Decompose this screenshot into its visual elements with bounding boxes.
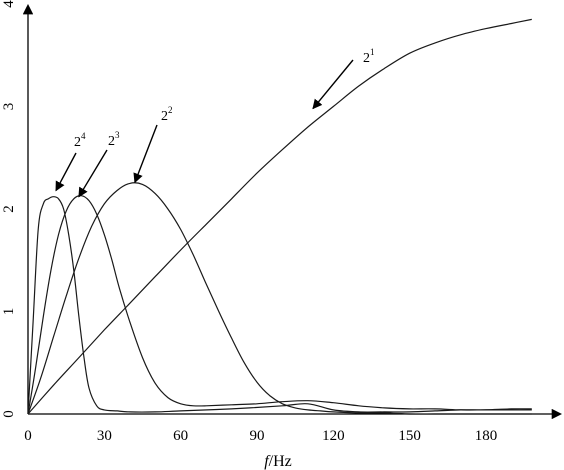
series-line-3 [27,195,532,415]
annotation-arrow [55,152,77,192]
annotation-arrow [133,124,158,184]
x-tick-label: 0 [24,428,32,444]
x-tick-label: 180 [475,428,498,444]
x-tick-label: 120 [322,428,345,444]
x-tick-label: 150 [398,428,421,444]
annotation-exponent: 1 [370,47,375,57]
annotation-label: 21 [363,47,375,66]
y-tick-label: 3 [1,103,17,111]
x-tick-label: 30 [97,428,112,444]
series-lines [27,18,532,415]
y-tick-label: 2 [1,205,17,213]
series-line-1 [27,18,532,415]
y-tick-label: 4 [1,0,17,8]
annotation-base: 2 [108,134,115,149]
annotation-base: 2 [74,135,81,150]
annotation-exponent: 2 [168,105,173,115]
x-tick-labels: 0 30 60 90 120 150 180 [24,428,497,444]
series-line-2 [27,182,532,415]
annotation-4: 24 [55,131,86,192]
x-tick-label: 60 [173,428,188,444]
y-tick-labels: 0 1 2 3 4 [1,0,17,418]
annotation-2: 22 [133,105,173,184]
annotation-exponent: 4 [81,131,86,141]
annotation-arrow [312,59,354,110]
annotation-label: 22 [161,105,173,124]
annotation-3: 23 [78,130,120,198]
x-axis-title: f/Hz [264,453,292,470]
annotation-arrow [78,149,108,198]
annotation-base: 2 [161,109,168,124]
y-tick-label: 1 [1,308,17,316]
annotation-label: 24 [74,131,86,150]
annotation-label: 23 [108,130,120,149]
annotation-1: 21 [312,47,375,110]
annotation-exponent: 3 [115,130,120,140]
series-line-4 [27,196,532,415]
y-tick-label: 0 [1,410,17,418]
x-tick-label: 90 [250,428,265,444]
annotation-base: 2 [363,51,370,66]
